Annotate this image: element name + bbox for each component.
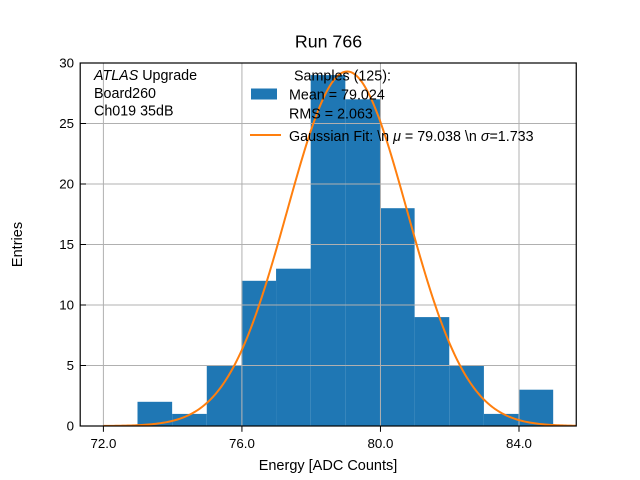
svg-text:10: 10 — [59, 298, 74, 313]
svg-text:80.0: 80.0 — [368, 436, 394, 451]
svg-text:0: 0 — [67, 419, 74, 434]
svg-text:30: 30 — [59, 56, 74, 71]
svg-text:Energy [ADC Counts]: Energy [ADC Counts] — [259, 458, 398, 474]
svg-text:Samples (125):: Samples (125): — [294, 69, 391, 85]
svg-text:20: 20 — [59, 177, 74, 192]
svg-text:ATLAS Upgrade: ATLAS Upgrade — [93, 68, 197, 84]
svg-text:Mean = 79.024: Mean = 79.024 — [289, 88, 385, 104]
svg-text:72.0: 72.0 — [90, 436, 116, 451]
svg-text:25: 25 — [59, 116, 74, 131]
svg-text:Entries: Entries — [10, 222, 26, 267]
svg-text:15: 15 — [59, 237, 74, 252]
svg-text:Run 766: Run 766 — [295, 32, 362, 52]
svg-text:Ch019 35dB: Ch019 35dB — [94, 103, 174, 119]
svg-text:RMS = 2.063: RMS = 2.063 — [289, 107, 373, 123]
svg-text:84.0: 84.0 — [506, 436, 532, 451]
svg-text:Board260: Board260 — [94, 86, 156, 102]
svg-text:Gaussian Fit: \n μ = 79.038 \n: Gaussian Fit: \n μ = 79.038 \n σ=1.733 — [289, 129, 534, 145]
svg-text:5: 5 — [67, 358, 74, 373]
svg-text:76.0: 76.0 — [229, 436, 255, 451]
